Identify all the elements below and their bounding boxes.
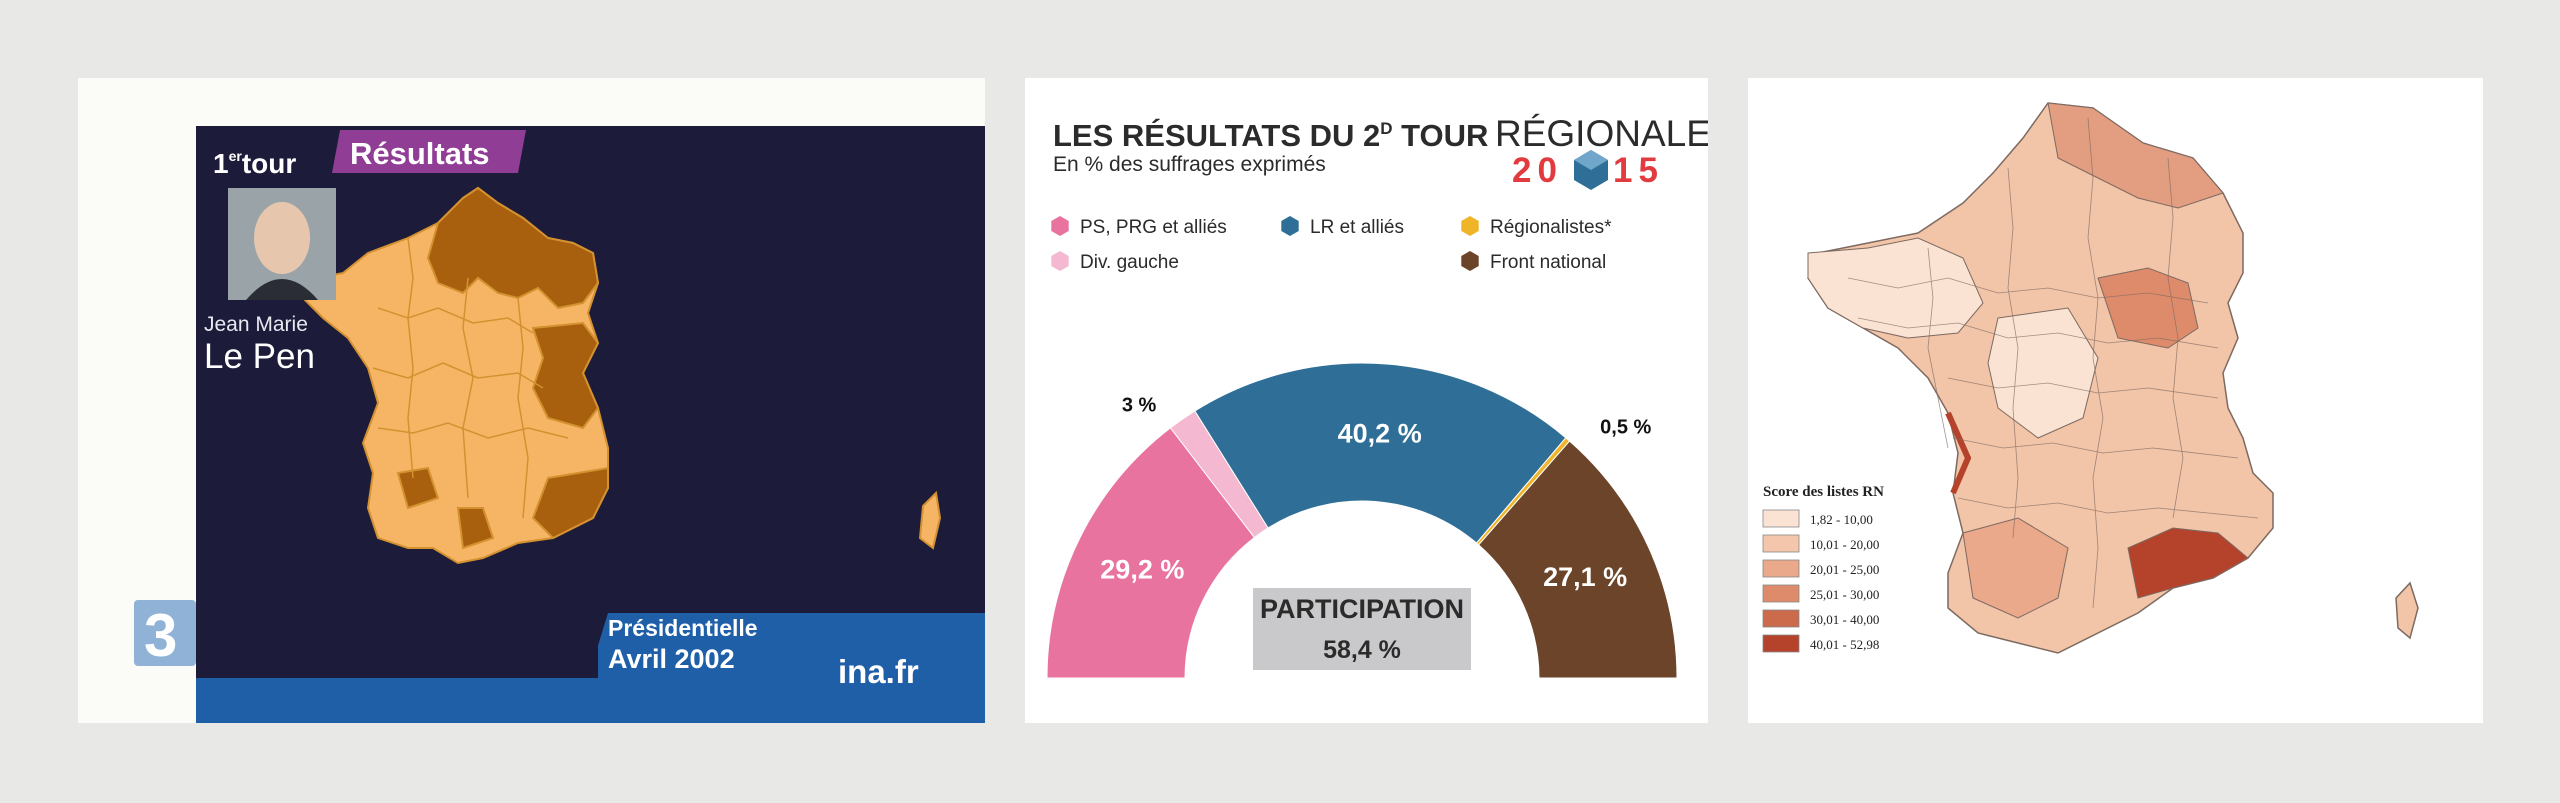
chart-segment xyxy=(1194,362,1567,544)
france-map xyxy=(296,186,942,565)
election-name: Présidentielle xyxy=(608,615,758,641)
candidate-portrait xyxy=(228,188,336,300)
legend-swatch-icon xyxy=(1281,216,1299,236)
rn-legend-label: 1,82 - 10,00 xyxy=(1810,512,1873,527)
legend-item: Div. gauche xyxy=(1080,252,1179,273)
legend-item: LR et alliés xyxy=(1310,217,1404,238)
rn-legend-label: 25,01 - 30,00 xyxy=(1810,587,1879,602)
participation-label: PARTICIPATION xyxy=(1260,594,1464,624)
rn-legend-label: 40,01 - 52,98 xyxy=(1810,637,1879,652)
rn-legend-swatch xyxy=(1762,559,1800,578)
round-label: 1ertour xyxy=(213,148,296,179)
candidate-last-name: Le Pen xyxy=(204,337,315,376)
legend-swatch-icon xyxy=(1051,251,1069,271)
rn-legend-label: 30,01 - 40,00 xyxy=(1810,612,1879,627)
election-date: Avril 2002 xyxy=(608,644,735,674)
rn-legend-swatch xyxy=(1762,634,1800,653)
regionales-infographic: LES RÉSULTATS DU 2D TOUR En % des suffra… xyxy=(1046,113,1708,723)
chart-data-label: 3 % xyxy=(1122,395,1157,417)
ina-watermark: ina.fr xyxy=(838,653,919,690)
legend-swatch-icon xyxy=(1051,216,1069,236)
rn-legend: 1,82 - 10,00 10,01 - 20,00 20,01 - 25,00 25… xyxy=(1762,509,1879,653)
infographic-title: LES RÉSULTATS DU 2D TOUR xyxy=(1053,118,1488,153)
results-tag-bg xyxy=(332,130,526,173)
candidate-first-name: Jean Marie xyxy=(204,313,308,336)
legend-item: Régionalistes* xyxy=(1490,217,1612,238)
rn-legend-swatch xyxy=(1762,509,1800,528)
corsica xyxy=(2395,581,2419,640)
results-tag: Résultats xyxy=(350,136,490,171)
regionales-logo-word: RÉGIONALES xyxy=(1495,113,1708,154)
participation-box xyxy=(1253,588,1471,670)
rn-legend-swatch xyxy=(1762,584,1800,603)
legend-swatch-icon xyxy=(1461,251,1479,271)
regionales-logo-year-right: 15 xyxy=(1613,151,1664,190)
chart-data-label: 27,1 % xyxy=(1543,562,1627,592)
chart-data-label: 0,5 % xyxy=(1600,416,1651,438)
chart-segment xyxy=(1046,427,1256,679)
participation-value: 58,4 % xyxy=(1323,636,1401,664)
legend-swatch-icon xyxy=(1461,216,1479,236)
rn-legend-label: 10,01 - 20,00 xyxy=(1810,537,1879,552)
chart-data-label: 40,2 % xyxy=(1338,419,1422,449)
legend-item: Front national xyxy=(1490,252,1606,273)
chart-data-label: 29,2 % xyxy=(1100,555,1184,585)
legend-item: PS, PRG et alliés xyxy=(1080,217,1227,238)
tv-results-panel: 1ertour Résultats Jean Marie Le Pen Prés… xyxy=(78,78,985,723)
chart-base xyxy=(1047,678,1677,723)
rn-score-map-panel: Score des listes RN 1,82 - 10,00 10,01 - … xyxy=(1748,78,2483,723)
rn-legend-swatch xyxy=(1762,609,1800,628)
infographic-subtitle: En % des suffrages exprimés xyxy=(1053,153,1326,176)
tv-screenshot: 1ertour Résultats Jean Marie Le Pen Prés… xyxy=(134,126,985,723)
regionales-infographic-panel: LES RÉSULTATS DU 2D TOUR En % des suffra… xyxy=(1025,78,1708,723)
chart-segment xyxy=(1477,440,1678,679)
france-choropleth-map xyxy=(1807,102,2419,654)
tv-info-bar xyxy=(196,613,985,723)
rn-legend-title: Score des listes RN xyxy=(1763,484,1884,500)
chart-legend: PS, PRG et alliés LR et alliés Régionalist… xyxy=(1051,216,1612,273)
svg-text:3: 3 xyxy=(144,602,177,669)
regionales-logo-year-left: 20 xyxy=(1512,151,1563,190)
rn-score-map: Score des listes RN 1,82 - 10,00 10,01 - … xyxy=(1762,102,2419,654)
channel-logo xyxy=(134,600,196,666)
corsica xyxy=(918,490,942,550)
results-semicircle-chart: 29,2 % 3 % 40,2 % 0,5 % 27,1 % xyxy=(1046,362,1678,723)
rn-legend-label: 20,01 - 25,00 xyxy=(1810,562,1879,577)
rn-legend-swatch xyxy=(1762,534,1800,553)
